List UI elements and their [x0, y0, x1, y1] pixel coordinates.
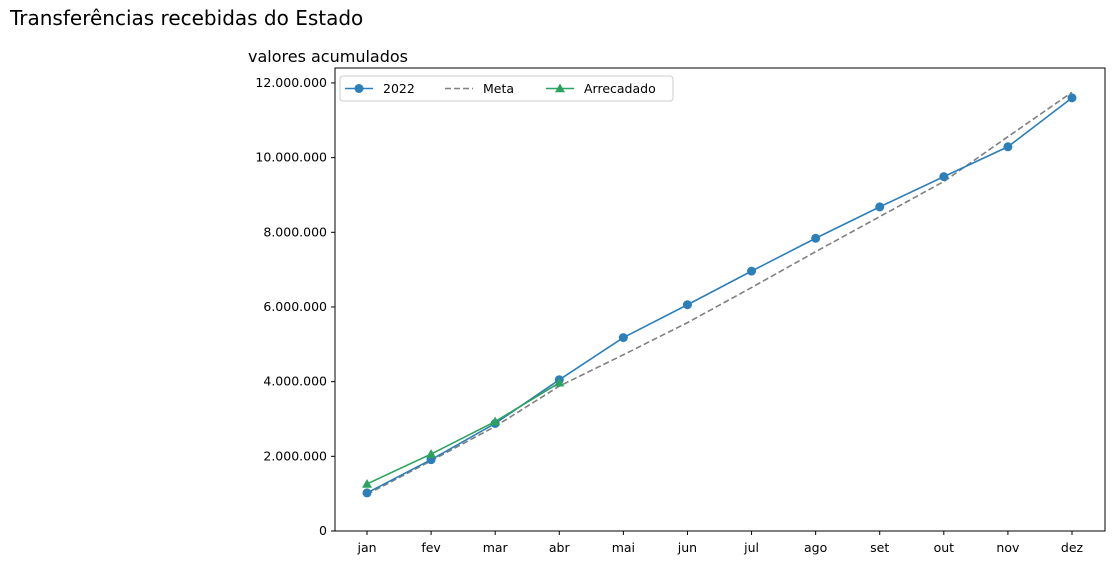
data-point-2022 [618, 333, 628, 343]
data-point-2022 [939, 172, 949, 182]
x-tick-label: set [870, 540, 889, 555]
x-tick-label: mai [612, 540, 635, 555]
data-point-2022 [362, 488, 372, 498]
y-tick-label: 6.000.000 [263, 299, 327, 314]
legend-label-meta: Meta [483, 81, 514, 96]
page-title: Transferências recebidas do Estado [10, 6, 364, 30]
data-point-arrecadado [554, 377, 565, 387]
y-tick-label: 12.000.000 [255, 75, 327, 90]
data-point-arrecadado [426, 449, 437, 458]
series-line-arrecadado [366, 382, 560, 485]
data-point-2022 [1067, 93, 1077, 103]
legend: 2022 Meta Arrecadado [339, 75, 674, 102]
x-tick-label: ago [804, 540, 827, 555]
data-point-2022 [875, 202, 885, 212]
x-tick-label: out [934, 540, 955, 555]
series-line-2022 [366, 97, 1073, 494]
plot-area: 0 2.000.000 4.000.000 6.000.000 8.000.000 10.… [255, 67, 1106, 555]
x-tick-label: nov [996, 540, 1020, 555]
chart-title: valores acumulados [248, 47, 408, 66]
x-tick-label: dez [1061, 540, 1084, 555]
data-point-2022 [811, 233, 821, 243]
x-tick-label: jun [677, 540, 697, 555]
series-line-meta [366, 91, 1073, 496]
x-tick-label: jul [743, 540, 759, 555]
y-tick-label: 10.000.000 [255, 150, 327, 165]
axes-frame [334, 67, 1106, 532]
legend-box [339, 75, 674, 102]
x-tick-label: fev [421, 540, 441, 555]
data-point-2022 [1003, 142, 1013, 152]
y-tick-label: 2.000.000 [263, 448, 327, 463]
x-tick-label: jan [356, 540, 376, 555]
data-point-arrecadado [362, 478, 372, 488]
legend-marker-2022 [354, 84, 364, 93]
legend-label-2022: 2022 [383, 81, 415, 96]
x-tick-label: mar [483, 540, 509, 555]
x-tick-label: abr [549, 540, 571, 555]
y-tick-label: 0 [319, 523, 327, 538]
data-point-2022 [682, 300, 692, 310]
legend-label-arrecadado: Arrecadado [584, 81, 656, 96]
y-tick-label: 8.000.000 [263, 224, 327, 239]
data-point-2022 [747, 266, 757, 276]
y-tick-label: 4.000.000 [263, 374, 327, 389]
legend-marker-arrecadado [555, 83, 565, 93]
data-point-arrecadado [490, 416, 501, 426]
